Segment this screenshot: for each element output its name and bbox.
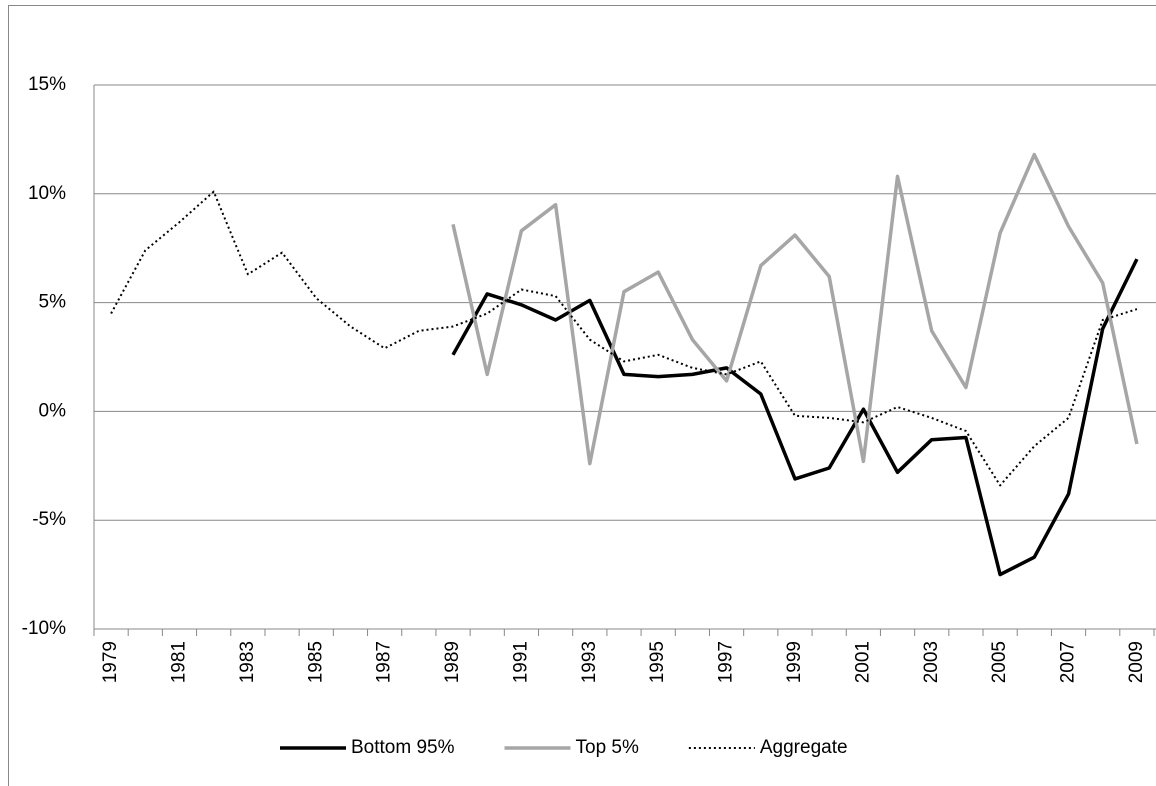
x-tick-label: 1979 bbox=[100, 641, 121, 683]
x-tick-label: 1987 bbox=[374, 641, 395, 683]
x-tick-label: 1989 bbox=[442, 641, 463, 683]
x-tick-label: 1997 bbox=[716, 641, 737, 683]
x-tick-label: 1981 bbox=[168, 641, 189, 683]
y-tick-label: -5% bbox=[32, 509, 66, 530]
series-line bbox=[451, 152, 1139, 466]
y-tick-label: 10% bbox=[28, 183, 66, 204]
series-line bbox=[110, 190, 1138, 487]
y-tick-label: 15% bbox=[28, 74, 66, 95]
x-tick-label: 2001 bbox=[852, 641, 873, 683]
x-tick-label: 1983 bbox=[237, 641, 258, 683]
y-tick-label: -10% bbox=[22, 618, 66, 639]
y-tick-label: 0% bbox=[39, 400, 67, 421]
x-tick-label: 2009 bbox=[1126, 641, 1147, 683]
x-tick-label: 1993 bbox=[579, 641, 600, 683]
series-line bbox=[451, 258, 1139, 577]
y-tick-label: 5% bbox=[39, 292, 67, 313]
x-tick-label: 1995 bbox=[647, 641, 668, 683]
x-tick-label: 1999 bbox=[784, 641, 805, 683]
legend-label: Top 5% bbox=[576, 737, 639, 758]
legend-label: Aggregate bbox=[760, 737, 848, 758]
chart-frame bbox=[8, 5, 1156, 786]
x-tick-label: 2003 bbox=[921, 641, 942, 683]
x-tick-label: 2005 bbox=[989, 641, 1010, 683]
x-tick-label: 2007 bbox=[1058, 641, 1079, 683]
x-tick-label: 1991 bbox=[510, 641, 531, 683]
x-tick-label: 1985 bbox=[305, 641, 326, 683]
legend-label: Bottom 95% bbox=[351, 737, 455, 758]
